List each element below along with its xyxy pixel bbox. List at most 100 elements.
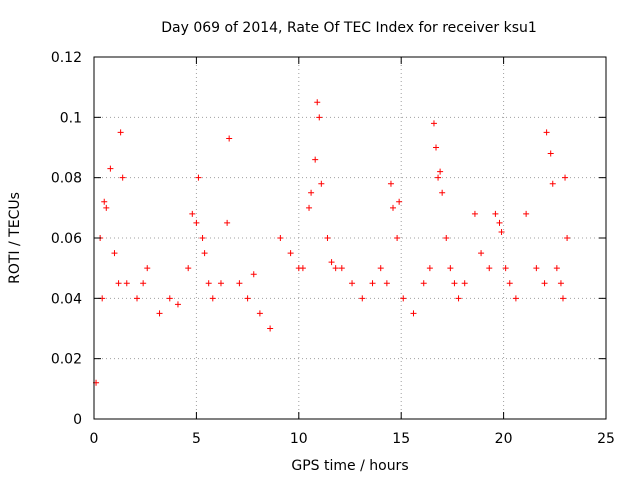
- data-point: [420, 280, 427, 287]
- data-point: [496, 219, 503, 226]
- x-tick-labels: 0 5 10 15 20 25: [90, 431, 615, 447]
- data-point: [324, 235, 331, 241]
- data-point: [562, 174, 569, 181]
- x-tick-label: 0: [90, 431, 99, 447]
- data-point: [236, 280, 243, 287]
- data-point: [443, 235, 450, 241]
- data-point: [209, 295, 216, 302]
- data-point: [410, 310, 417, 317]
- y-tick-label: 0.02: [51, 352, 82, 368]
- data-point: [226, 135, 233, 142]
- data-point: [166, 295, 173, 302]
- data-point: [205, 280, 212, 287]
- data-point: [447, 265, 454, 272]
- axis-ticks: [93, 56, 607, 420]
- data-point: [451, 280, 458, 287]
- data-point: [299, 265, 306, 272]
- y-tick-label: 0.04: [51, 291, 82, 307]
- data-point: [369, 280, 376, 287]
- data-point: [437, 168, 444, 175]
- x-tick-label: 20: [495, 431, 513, 447]
- data-point: [224, 219, 231, 226]
- data-point: [394, 235, 401, 241]
- data-point: [117, 129, 124, 136]
- data-point: [426, 265, 433, 272]
- data-point: [189, 210, 196, 217]
- data-point: [195, 174, 202, 181]
- data-point: [316, 114, 323, 121]
- data-point: [541, 280, 548, 287]
- data-point: [123, 280, 130, 287]
- y-axis-label: ROTI / TECUs: [7, 192, 23, 284]
- data-point: [559, 295, 566, 302]
- data-point: [267, 325, 274, 332]
- data-point: [314, 99, 321, 106]
- x-tick-label: 25: [597, 431, 615, 447]
- x-tick-label: 10: [290, 431, 308, 447]
- data-point: [512, 295, 519, 302]
- data-point: [217, 280, 224, 287]
- data-point: [439, 189, 446, 196]
- data-point: [312, 156, 319, 163]
- data-point: [502, 265, 509, 272]
- data-point: [201, 250, 208, 257]
- data-point: [478, 250, 485, 257]
- data-point: [338, 265, 345, 272]
- data-point: [533, 265, 540, 272]
- data-point: [549, 180, 556, 187]
- data-point: [101, 198, 108, 205]
- data-point: [359, 295, 366, 302]
- data-point: [461, 280, 468, 287]
- data-point: [498, 228, 505, 235]
- data-point: [471, 210, 478, 217]
- data-point: [492, 210, 499, 217]
- data-point: [250, 271, 257, 278]
- data-point: [396, 198, 403, 205]
- data-point: [140, 280, 147, 287]
- y-tick-label: 0: [73, 412, 82, 428]
- data-point: [256, 310, 263, 317]
- data-point: [430, 120, 437, 127]
- data-point: [486, 265, 493, 272]
- data-point: [328, 259, 335, 266]
- grid-lines: [94, 57, 606, 419]
- y-tick-labels: 0 0.02 0.04 0.06 0.08 0.1 0.12: [51, 50, 82, 428]
- data-point: [111, 250, 118, 257]
- data-point: [199, 235, 206, 241]
- data-point: [523, 210, 530, 217]
- data-point: [332, 265, 339, 272]
- y-tick-label: 0.06: [51, 231, 82, 247]
- data-point: [433, 144, 440, 151]
- data-point: [455, 295, 462, 302]
- data-point: [174, 301, 181, 308]
- data-point: [156, 310, 163, 317]
- data-point: [308, 189, 315, 196]
- data-point: [400, 295, 407, 302]
- data-point: [390, 204, 397, 211]
- chart-title: Day 069 of 2014, Rate Of TEC Index for r…: [161, 20, 537, 36]
- data-point: [193, 219, 200, 226]
- data-point: [134, 295, 141, 302]
- data-point: [306, 204, 313, 211]
- data-point: [383, 280, 390, 287]
- data-point: [277, 235, 284, 241]
- data-point: [318, 180, 325, 187]
- x-tick-label: 15: [392, 431, 410, 447]
- data-point: [543, 129, 550, 136]
- data-point: [287, 250, 294, 257]
- data-point: [244, 295, 251, 302]
- data-point: [107, 165, 114, 172]
- data-point: [144, 265, 151, 272]
- data-point: [557, 280, 564, 287]
- x-tick-label: 5: [192, 431, 201, 447]
- y-tick-label: 0.1: [60, 110, 82, 126]
- x-axis-label: GPS time / hours: [291, 458, 408, 474]
- data-point: [115, 280, 122, 287]
- y-tick-label: 0.12: [51, 50, 82, 66]
- data-point: [564, 235, 571, 241]
- data-point: [377, 265, 384, 272]
- data-point: [547, 150, 554, 157]
- data-point: [506, 280, 513, 287]
- data-points: [93, 99, 571, 386]
